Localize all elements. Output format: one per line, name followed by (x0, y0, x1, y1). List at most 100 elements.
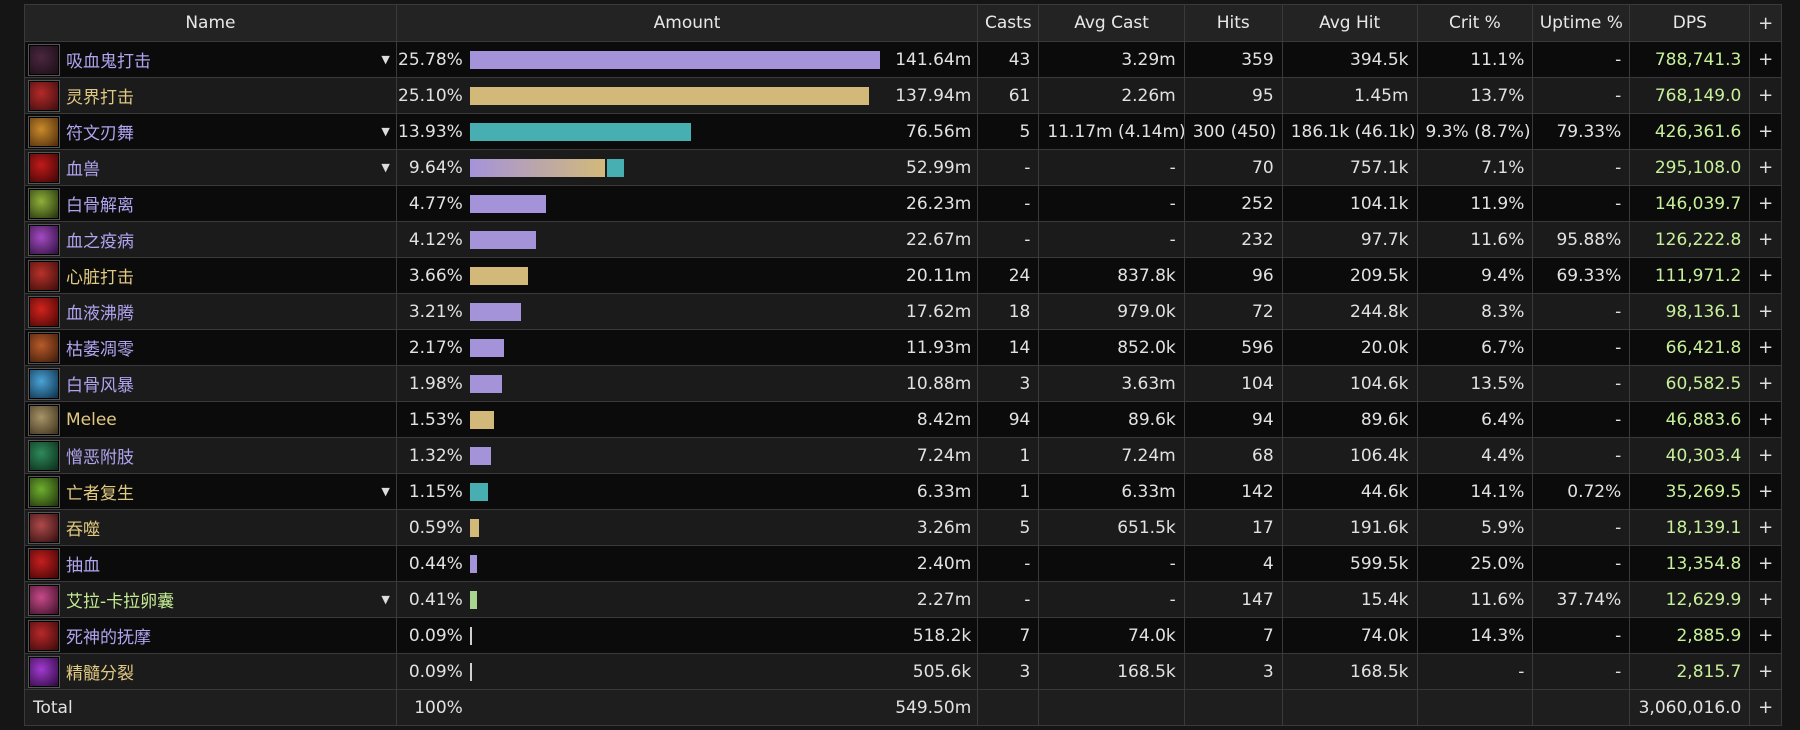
column-header-crit[interactable]: Crit % (1416, 4, 1534, 42)
spell-name[interactable]: Melee (66, 409, 117, 430)
spell-name[interactable]: 心脏打击 (66, 268, 134, 288)
spell-name[interactable]: 白骨风暴 (66, 376, 134, 396)
table-row[interactable]: 精髓分裂 0.09% 505.6k 3 168.5k 3 168.5k - -2,815.7 + (24, 653, 1782, 690)
dps-value: 35,269.5 (1629, 473, 1751, 510)
table-row[interactable]: 心脏打击 3.66% 20.11m 24 837.8k 96 209.5k 9.4% 69.33… (24, 257, 1782, 294)
column-header-amount[interactable]: Amount (395, 4, 979, 42)
spell-name[interactable]: 精髓分裂 (66, 664, 134, 684)
table-row[interactable]: 血之疫病 4.12% 22.67m - -232 97.7k 11.6% 95.88% 126,… (24, 221, 1782, 258)
table-row[interactable]: 灵界打击 25.10% 137.94m 61 2.26m 95 1.45m 13.7% -768… (24, 77, 1782, 114)
table-row[interactable]: 符文刃舞 ▼ 13.93% 76.56m 5 11.17m (4.14m) 300 (450… (24, 113, 1782, 150)
table-row[interactable]: 吸血鬼打击 ▼ 25.78% 141.64m 43 3.29m 359 394.5k 11.1%… (24, 41, 1782, 78)
add-row-button[interactable]: + (1749, 617, 1782, 654)
total-add-button[interactable]: + (1749, 689, 1782, 726)
add-row-button[interactable]: + (1749, 329, 1782, 366)
table-row[interactable]: 抽血 0.44% 2.40m - -4 599.5k 25.0% -13,354.8 + (24, 545, 1782, 582)
table-row[interactable]: 血液沸腾 3.21% 17.62m 18 979.0k 72 244.8k 8.3% -98,1… (24, 293, 1782, 330)
amount-bar-fill (469, 338, 504, 357)
spell-name-cell[interactable]: 心脏打击 (24, 257, 397, 294)
avg-hit-value: 1.45m (1281, 77, 1418, 114)
add-row-button[interactable]: + (1749, 293, 1782, 330)
spell-name[interactable]: 死神的抚摩 (66, 628, 151, 648)
avg-hit-value: 97.7k (1281, 221, 1418, 258)
spell-name-cell[interactable]: 白骨风暴 (24, 365, 397, 402)
amount-bar (469, 338, 880, 357)
add-row-button[interactable]: + (1749, 509, 1782, 546)
spell-name-cell[interactable]: 吞噬 (24, 509, 397, 546)
spell-name[interactable]: 白骨解离 (66, 196, 134, 216)
spell-name[interactable]: 枯萎凋零 (66, 340, 134, 360)
column-header-hits[interactable]: Hits (1183, 4, 1283, 42)
amount-percent: 0.59% (408, 517, 463, 538)
add-column-button[interactable]: + (1749, 4, 1782, 42)
spell-name-cell[interactable]: 白骨解离 (24, 185, 397, 222)
add-row-button[interactable]: + (1749, 581, 1782, 618)
spell-name-cell[interactable]: 血之疫病 (24, 221, 397, 258)
spell-name[interactable]: 符文刃舞 (66, 124, 134, 144)
spell-name[interactable]: 吸血鬼打击 (66, 52, 151, 72)
spell-name-cell[interactable]: 死神的抚摩 (24, 617, 397, 654)
spell-name[interactable]: 血兽 (66, 160, 100, 180)
amount-value: 22.67m (906, 229, 972, 250)
abomination-limb-icon (29, 440, 59, 471)
column-header-uptime[interactable]: Uptime % (1532, 4, 1631, 42)
table-row[interactable]: 憎恶附肢 1.32% 7.24m 1 7.24m 68 106.4k 4.4% -40,303.… (24, 437, 1782, 474)
amount-bar (469, 446, 880, 465)
table-row[interactable]: Melee 1.53% 8.42m 94 89.6k 94 89.6k 6.4% -46,883… (24, 401, 1782, 438)
add-row-button[interactable]: + (1749, 545, 1782, 582)
table-row[interactable]: 枯萎凋零 2.17% 11.93m 14 852.0k 596 20.0k 6.7% -66,4… (24, 329, 1782, 366)
spell-name-cell[interactable]: 血液沸腾 (24, 293, 397, 330)
expand-caret-icon[interactable]: ▼ (381, 485, 390, 498)
column-header-name[interactable]: Name (24, 4, 397, 42)
table-row[interactable]: 白骨解离 4.77% 26.23m - -252 104.1k 11.9% -146,039.… (24, 185, 1782, 222)
spell-name-cell[interactable]: 艾拉-卡拉卵囊 ▼ (24, 581, 397, 618)
total-dps: 3,060,016.0 (1629, 689, 1751, 726)
spell-name-cell[interactable]: 精髓分裂 (24, 653, 397, 690)
table-row[interactable]: 白骨风暴 1.98% 10.88m 3 3.63m 104 104.6k 13.5% -60,5… (24, 365, 1782, 402)
column-header-avg-cast[interactable]: Avg Cast (1038, 4, 1185, 42)
table-row[interactable]: 亡者复生 ▼ 1.15% 6.33m 1 6.33m 142 44.6k 14.1% 0.72% 3… (24, 473, 1782, 510)
spell-name-cell[interactable]: Melee (24, 401, 397, 438)
spell-name[interactable]: 血之疫病 (66, 232, 134, 252)
spell-name-cell[interactable]: 憎恶附肢 (24, 437, 397, 474)
deaths-caress-icon (29, 620, 59, 651)
add-row-button[interactable]: + (1749, 365, 1782, 402)
expand-caret-icon[interactable]: ▼ (381, 161, 390, 174)
spell-name[interactable]: 抽血 (66, 556, 100, 576)
spell-name[interactable]: 憎恶附肢 (66, 448, 134, 468)
spell-name-cell[interactable]: 吸血鬼打击 ▼ (24, 41, 397, 78)
table-row[interactable]: 死神的抚摩 0.09% 518.2k 7 74.0k 7 74.0k 14.3% -2,885.… (24, 617, 1782, 654)
add-row-button[interactable]: + (1749, 41, 1782, 78)
add-row-button[interactable]: + (1749, 473, 1782, 510)
table-row[interactable]: 艾拉-卡拉卵囊 ▼ 0.41% 2.27m - -147 15.4k 11.6% 37.74% 1… (24, 581, 1782, 618)
column-header-casts[interactable]: Casts (977, 4, 1040, 42)
expand-caret-icon[interactable]: ▼ (381, 593, 390, 606)
column-header-dps[interactable]: DPS (1629, 4, 1751, 42)
column-header-avg-hit[interactable]: Avg Hit (1281, 4, 1418, 42)
spell-name-cell[interactable]: 灵界打击 (24, 77, 397, 114)
spell-name[interactable]: 血液沸腾 (66, 304, 134, 324)
spell-name[interactable]: 艾拉-卡拉卵囊 (66, 592, 175, 612)
avg-cast-value: - (1038, 581, 1185, 618)
spell-name[interactable]: 亡者复生 (66, 484, 134, 504)
expand-caret-icon[interactable]: ▼ (381, 125, 390, 138)
spell-name-cell[interactable]: 枯萎凋零 (24, 329, 397, 366)
expand-caret-icon[interactable]: ▼ (381, 53, 390, 66)
add-row-button[interactable]: + (1749, 185, 1782, 222)
add-row-button[interactable]: + (1749, 113, 1782, 150)
spell-name[interactable]: 灵界打击 (66, 88, 134, 108)
spell-name[interactable]: 吞噬 (66, 520, 100, 540)
spell-name-cell[interactable]: 抽血 (24, 545, 397, 582)
add-row-button[interactable]: + (1749, 653, 1782, 690)
spell-name-cell[interactable]: 血兽 ▼ (24, 149, 397, 186)
table-row[interactable]: 血兽 ▼ 9.64% 52.99m - -70 757.1k 7.1% -295,108.0 + (24, 149, 1782, 186)
add-row-button[interactable]: + (1749, 437, 1782, 474)
spell-name-cell[interactable]: 亡者复生 ▼ (24, 473, 397, 510)
add-row-button[interactable]: + (1749, 149, 1782, 186)
table-row[interactable]: 吞噬 0.59% 3.26m 5 651.5k 17 191.6k 5.9% -18,139.1… (24, 509, 1782, 546)
add-row-button[interactable]: + (1749, 401, 1782, 438)
add-row-button[interactable]: + (1749, 77, 1782, 114)
add-row-button[interactable]: + (1749, 221, 1782, 258)
spell-name-cell[interactable]: 符文刃舞 ▼ (24, 113, 397, 150)
add-row-button[interactable]: + (1749, 257, 1782, 294)
